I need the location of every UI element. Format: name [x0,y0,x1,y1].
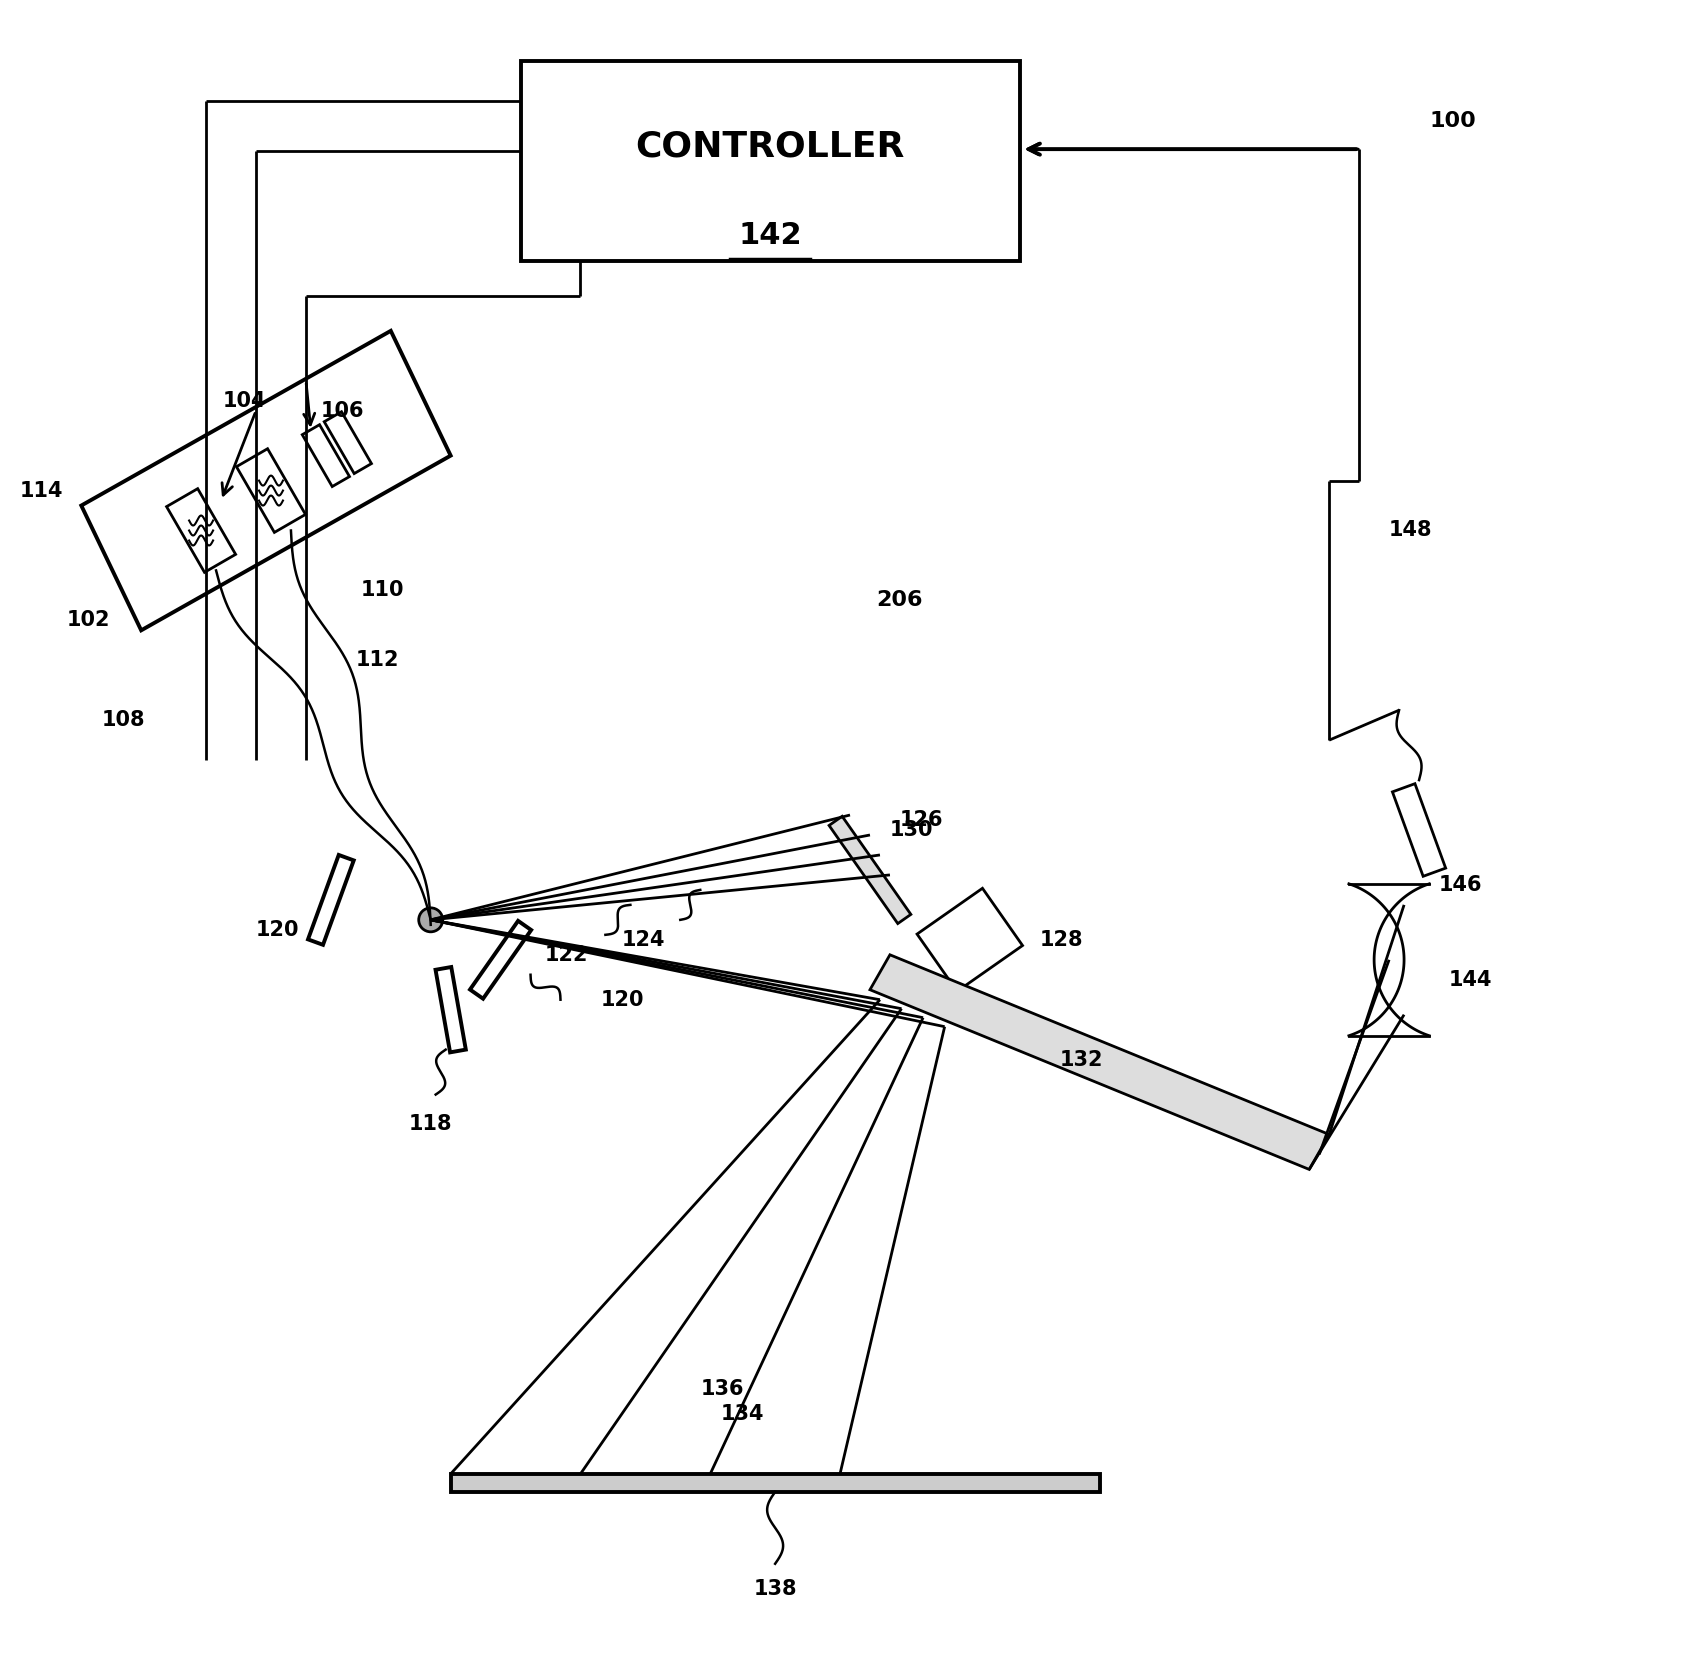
Text: 146: 146 [1439,874,1483,894]
Text: CONTROLLER: CONTROLLER [635,129,904,164]
Polygon shape [82,331,451,630]
Polygon shape [167,489,235,572]
Bar [451,1474,1100,1493]
Text: 124: 124 [622,929,666,950]
Polygon shape [870,955,1330,1169]
Polygon shape [1393,784,1446,876]
Polygon shape [916,888,1022,992]
Text: 112: 112 [356,650,399,669]
Bar [521,61,1020,261]
Text: 120: 120 [601,990,644,1010]
Text: 108: 108 [100,711,145,731]
Text: 122: 122 [545,946,589,965]
Text: 132: 132 [1059,1050,1104,1069]
Text: 144: 144 [1449,970,1492,990]
Circle shape [419,907,443,932]
Text: 102: 102 [66,610,109,630]
Text: 118: 118 [409,1114,453,1134]
Polygon shape [829,817,911,924]
Text: 128: 128 [1041,929,1083,950]
Text: 206: 206 [877,590,923,610]
Text: 100: 100 [1429,111,1477,131]
Text: 114: 114 [20,481,63,501]
Polygon shape [470,921,531,998]
Text: 138: 138 [753,1579,797,1598]
Text: 104: 104 [223,390,267,410]
Text: 106: 106 [320,400,364,422]
Text: 110: 110 [361,580,404,600]
Polygon shape [436,967,467,1053]
Text: 126: 126 [899,810,943,830]
Polygon shape [324,412,371,473]
Polygon shape [237,448,305,532]
Text: 148: 148 [1390,521,1432,541]
Text: 136: 136 [700,1379,744,1398]
Text: 130: 130 [891,820,933,840]
Polygon shape [308,855,354,946]
Polygon shape [301,425,349,486]
Text: 142: 142 [739,222,802,251]
Text: 120: 120 [255,919,300,941]
Text: 134: 134 [720,1403,763,1423]
